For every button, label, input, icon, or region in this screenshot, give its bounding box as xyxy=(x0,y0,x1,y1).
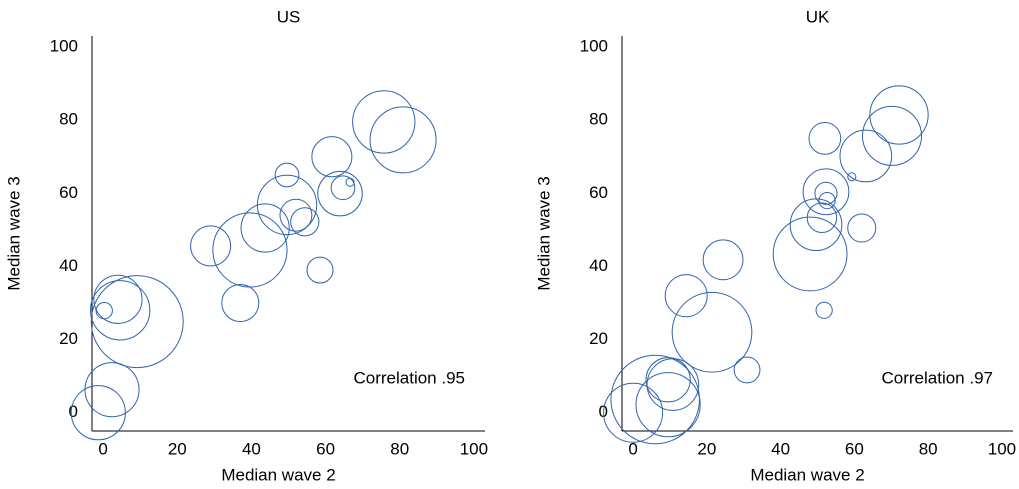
bubble xyxy=(646,358,700,411)
bubble xyxy=(664,274,708,318)
y-tick-label: 20 xyxy=(589,329,608,348)
bubble xyxy=(93,274,143,324)
bubble xyxy=(279,198,313,232)
bubble xyxy=(802,168,850,216)
y-tick-label: 80 xyxy=(589,110,608,129)
bubble xyxy=(352,90,416,154)
chart-title: US xyxy=(277,7,301,26)
bubble xyxy=(814,181,838,205)
y-tick-label: 40 xyxy=(589,256,608,275)
y-axis-label: Median wave 3 xyxy=(4,176,23,290)
y-tick-label: 100 xyxy=(50,36,78,55)
x-tick-label: 40 xyxy=(242,439,261,458)
bubble xyxy=(274,162,300,188)
annotation: Correlation .97 xyxy=(881,368,993,387)
bubble xyxy=(671,291,753,373)
x-tick-label: 0 xyxy=(98,439,107,458)
bubble xyxy=(330,175,356,201)
bubble xyxy=(847,172,857,182)
bubble xyxy=(306,256,334,284)
x-tick-label: 60 xyxy=(316,439,335,458)
x-tick-label: 80 xyxy=(919,439,938,458)
y-tick-label: 60 xyxy=(589,183,608,202)
bubble xyxy=(95,302,113,320)
bubble xyxy=(772,216,848,292)
chart-title: UK xyxy=(806,7,830,26)
bubble xyxy=(311,136,353,178)
bubble xyxy=(635,372,701,438)
y-tick-label: 40 xyxy=(59,256,78,275)
bubble xyxy=(90,280,151,341)
bubble xyxy=(603,382,664,443)
bubble xyxy=(70,385,126,441)
bubble xyxy=(90,275,184,369)
bubble xyxy=(256,174,318,236)
y-tick-label: 20 xyxy=(59,329,78,348)
y-tick-label: 80 xyxy=(59,110,78,129)
x-tick-label: 60 xyxy=(845,439,864,458)
x-tick-label: 80 xyxy=(390,439,409,458)
x-tick-label: 0 xyxy=(628,439,637,458)
y-tick-label: 0 xyxy=(69,402,78,421)
bubble xyxy=(818,191,836,210)
bubble xyxy=(290,207,320,237)
bubble xyxy=(815,301,833,319)
bubble xyxy=(317,170,363,217)
bubble xyxy=(345,177,355,187)
y-axis-label: Median wave 3 xyxy=(534,176,553,290)
bubble xyxy=(808,122,842,155)
bubble xyxy=(212,212,288,288)
x-axis-label: Median wave 2 xyxy=(221,465,335,484)
x-tick-label: 20 xyxy=(697,439,716,458)
bubble xyxy=(240,203,290,253)
bubble xyxy=(702,239,744,281)
bubble xyxy=(862,105,923,166)
bubble xyxy=(221,283,260,323)
bubble xyxy=(806,202,838,234)
x-tick-label: 20 xyxy=(168,439,187,458)
x-axis-label: Median wave 2 xyxy=(750,465,864,484)
bubble xyxy=(733,356,761,384)
bubble xyxy=(847,213,877,243)
bubble xyxy=(839,129,893,183)
x-tick-label: 40 xyxy=(771,439,790,458)
bubble xyxy=(84,362,140,418)
y-tick-label: 100 xyxy=(580,36,608,55)
annotation: Correlation .95 xyxy=(353,368,465,387)
bubble xyxy=(789,198,843,252)
x-tick-label: 100 xyxy=(988,439,1016,458)
y-tick-label: 60 xyxy=(59,183,78,202)
bubble xyxy=(869,85,929,145)
x-tick-label: 100 xyxy=(460,439,488,458)
bubble xyxy=(645,357,691,403)
bubble xyxy=(369,106,437,174)
bubble xyxy=(190,225,232,267)
